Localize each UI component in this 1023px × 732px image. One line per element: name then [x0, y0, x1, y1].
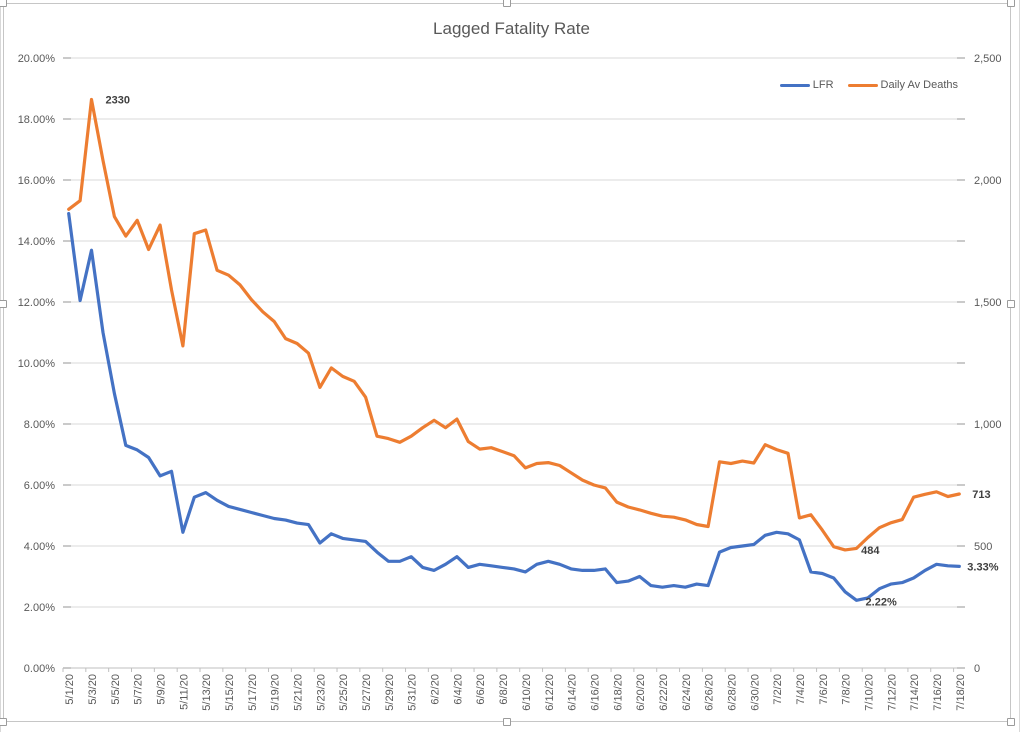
x-axis-label: 6/2/20	[430, 674, 442, 705]
x-axis-label: 6/14/20	[567, 674, 579, 711]
x-axis-label: 5/1/20	[64, 674, 76, 705]
x-axis-label: 7/16/20	[932, 674, 944, 711]
x-axis-label: 5/9/20	[156, 674, 168, 705]
selection-handle-bottom-right[interactable]	[1007, 718, 1015, 726]
x-axis-label: 5/25/20	[338, 674, 350, 711]
y-axis-left-label: 8.00%	[24, 419, 55, 431]
x-axis-label: 6/28/20	[726, 674, 738, 711]
x-axis-label: 5/27/20	[361, 674, 373, 711]
x-axis-label: 5/23/20	[315, 674, 327, 711]
lfr-line-swatch	[779, 83, 810, 87]
window-edge-left	[0, 0, 1, 732]
x-axis-label: 5/31/20	[407, 674, 419, 711]
x-axis-label: 7/14/20	[909, 674, 921, 711]
legend-label-lfr: LFR	[812, 79, 834, 91]
x-axis-label: 6/16/20	[589, 674, 601, 711]
x-axis-label: 6/22/20	[658, 674, 670, 711]
x-axis-label: 6/18/20	[612, 674, 624, 711]
legend: LFR Daily Av Deaths	[779, 79, 958, 91]
data-label-222[interactable]: 2.22%	[866, 596, 897, 608]
x-axis-label: 6/4/20	[452, 674, 464, 705]
x-axis-label: 5/13/20	[201, 674, 213, 711]
data-label-484[interactable]: 484	[861, 545, 880, 557]
selection-handle-middle-right[interactable]	[1007, 300, 1015, 308]
x-axis-label: 6/10/20	[521, 674, 533, 711]
x-axis-label: 7/8/20	[841, 674, 853, 705]
x-axis-label: 6/26/20	[704, 674, 716, 711]
y-axis-left-label: 10.00%	[18, 358, 56, 370]
y-axis-left-label: 20.00%	[18, 53, 56, 65]
y-axis-left-label: 14.00%	[18, 236, 56, 248]
x-axis-label: 6/24/20	[681, 674, 693, 711]
x-axis-label: 6/12/20	[544, 674, 556, 711]
y-axis-left-label: 16.00%	[18, 175, 56, 187]
chart-title: Lagged Fatality Rate	[433, 19, 590, 38]
legend-label-daily-av-deaths: Daily Av Deaths	[880, 79, 958, 91]
y-axis-right-label: 2,000	[974, 175, 1002, 187]
y-axis-left-label: 18.00%	[18, 114, 56, 126]
x-axis-label: 7/6/20	[818, 674, 830, 705]
selection-handle-bottom-center[interactable]	[503, 718, 511, 726]
x-axis-label: 6/6/20	[475, 674, 487, 705]
selection-handle-top-left[interactable]	[0, 0, 7, 7]
x-axis-label: 6/20/20	[635, 674, 647, 711]
y-axis-right-label: 2,500	[974, 53, 1002, 65]
x-axis-label: 5/5/20	[110, 674, 122, 705]
x-axis-label: 7/18/20	[955, 674, 967, 711]
y-axis-right-label: 500	[974, 541, 992, 553]
y-axis-right-label: 0	[974, 663, 980, 675]
x-axis-label: 5/3/20	[87, 674, 99, 705]
x-axis-label: 7/4/20	[795, 674, 807, 705]
x-axis-label: 6/30/20	[749, 674, 761, 711]
data-label-713[interactable]: 713	[972, 489, 990, 501]
x-axis-label: 5/15/20	[224, 674, 236, 711]
selection-handle-top-center[interactable]	[503, 0, 511, 7]
daily-av-deaths-line-swatch	[847, 83, 878, 87]
y-axis-left-label: 0.00%	[24, 663, 55, 675]
legend-item-daily-av-deaths[interactable]: Daily Av Deaths	[847, 79, 958, 91]
x-axis-label: 5/7/20	[133, 674, 145, 705]
x-axis-label: 5/17/20	[247, 674, 259, 711]
selection-handle-top-right[interactable]	[1007, 0, 1015, 7]
legend-item-lfr[interactable]: LFR	[779, 79, 834, 91]
x-axis-label: 5/21/20	[293, 674, 305, 711]
series-line-daily-av-deaths[interactable]	[67, 97, 961, 552]
y-axis-left-label: 2.00%	[24, 602, 55, 614]
x-axis-label: 6/8/20	[498, 674, 510, 705]
series-line-lfr[interactable]	[67, 212, 961, 602]
y-axis-left-label: 4.00%	[24, 541, 55, 553]
y-axis-right-label: 1,500	[974, 297, 1002, 309]
y-axis-right-label: 1,000	[974, 419, 1002, 431]
selection-handle-middle-left[interactable]	[0, 300, 7, 308]
x-axis-label: 7/12/20	[886, 674, 898, 711]
x-axis-label: 7/2/20	[772, 674, 784, 705]
x-axis-label: 7/10/20	[863, 674, 875, 711]
x-axis-label: 5/11/20	[178, 674, 190, 710]
y-axis-left-label: 6.00%	[24, 480, 55, 492]
x-axis-label: 5/19/20	[270, 674, 282, 711]
data-label-2330[interactable]: 2330	[106, 94, 130, 106]
y-axis-left-label: 12.00%	[18, 297, 56, 309]
window-edge-right	[1019, 0, 1020, 732]
selection-handle-bottom-left[interactable]	[0, 718, 7, 726]
x-axis-label: 5/29/20	[384, 674, 396, 711]
data-label-333[interactable]: 3.33%	[967, 561, 998, 573]
